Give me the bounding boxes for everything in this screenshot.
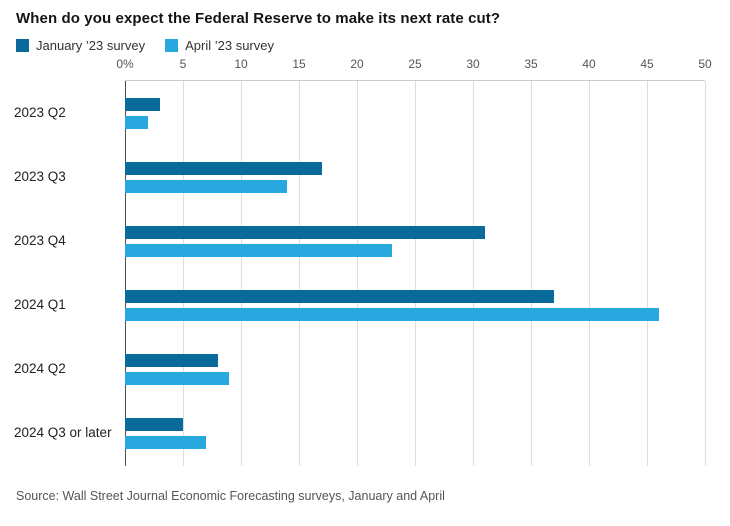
x-tick-label: 10: [234, 57, 248, 71]
bar-april: [125, 115, 149, 129]
bar-april: [125, 372, 230, 386]
gridline: [241, 81, 242, 466]
category-label: 2023 Q4: [14, 232, 66, 248]
x-tick-label: 15: [292, 57, 306, 71]
gridline: [705, 81, 706, 466]
gridline: [473, 81, 474, 466]
bar-january: [125, 161, 323, 175]
source-note: Source: Wall Street Journal Economic For…: [16, 489, 445, 503]
legend-item: January ’23 survey: [16, 38, 145, 53]
bar-group: [125, 338, 705, 402]
bar-group: [125, 145, 705, 209]
category-label: 2024 Q1: [14, 297, 66, 313]
bar-group: [125, 209, 705, 273]
gridline: [589, 81, 590, 466]
bar-group: [125, 402, 705, 466]
category-label: 2024 Q3 or later: [14, 425, 112, 441]
bar-january: [125, 418, 183, 432]
axis-zero-line: [125, 81, 126, 466]
x-tick-label: 25: [408, 57, 422, 71]
legend-label: January ’23 survey: [36, 38, 146, 53]
bar-january: [125, 354, 218, 368]
gridline: [357, 81, 358, 466]
chart-title: When do you expect the Federal Reserve t…: [16, 10, 501, 27]
x-tick-label: 20: [350, 57, 364, 71]
category-label: 2023 Q3: [14, 168, 66, 184]
bar-april: [125, 436, 207, 450]
gridline: [299, 81, 300, 466]
bar-chart: 0% 5 10 15 20 25 30 35 40 45 50: [116, 57, 712, 466]
x-tick-label: 5: [179, 57, 187, 71]
gridline: [647, 81, 648, 466]
bar-january: [125, 97, 160, 111]
bar-group: [125, 274, 705, 338]
bar-april: [125, 179, 288, 193]
gridline: [415, 81, 416, 466]
x-tick-label: 0%: [116, 57, 134, 71]
bar-april: [125, 243, 392, 257]
gridline: [183, 81, 184, 466]
bar-april: [125, 308, 659, 322]
bar-january: [125, 290, 555, 304]
category-label: 2023 Q2: [14, 104, 66, 120]
legend-item: April ’23 survey: [165, 38, 274, 53]
legend-swatch: [165, 39, 179, 52]
legend-swatch: [16, 39, 29, 52]
bar-january: [125, 225, 485, 239]
legend-label: April ’23 survey: [185, 38, 274, 53]
legend: January ’23 survey April ’23 survey: [16, 38, 274, 53]
x-tick-label: 50: [698, 57, 712, 71]
x-tick-label: 45: [640, 57, 654, 71]
x-tick-label: 30: [466, 57, 480, 71]
category-label: 2024 Q2: [14, 361, 66, 377]
x-tick-label: 35: [524, 57, 538, 71]
bar-group: [125, 81, 705, 145]
gridline: [531, 81, 532, 466]
x-tick-label: 40: [582, 57, 596, 71]
